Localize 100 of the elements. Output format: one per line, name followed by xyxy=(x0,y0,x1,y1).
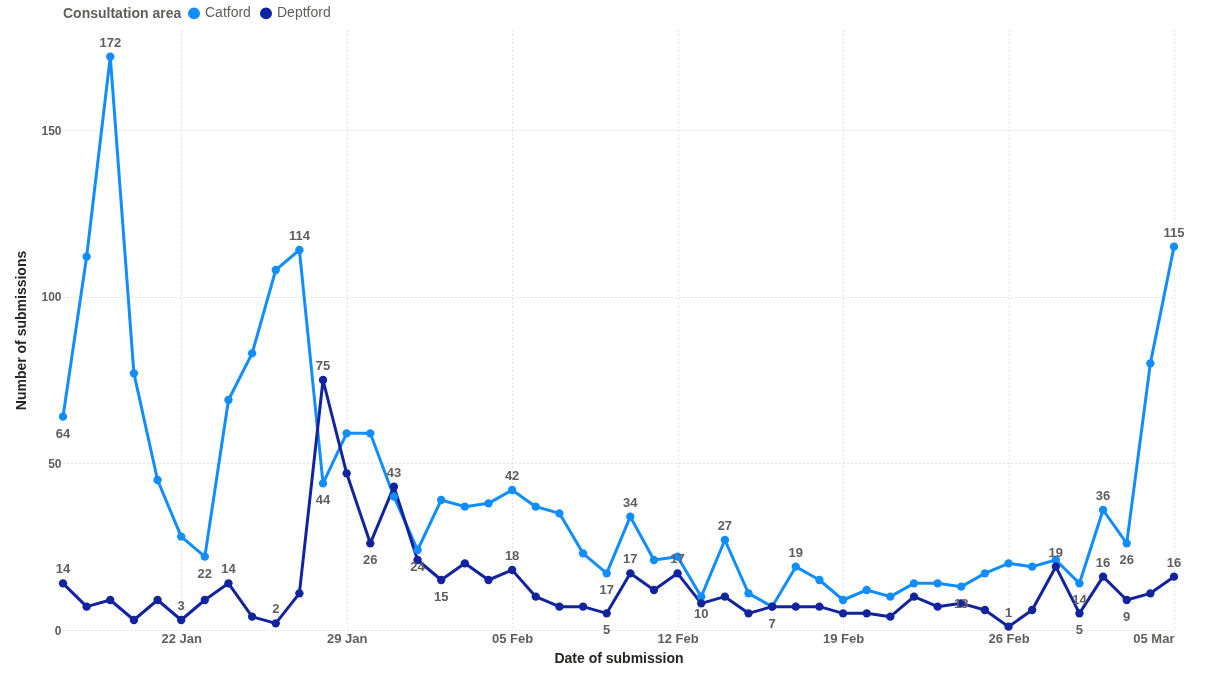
point xyxy=(1122,595,1131,605)
data-label: 16 xyxy=(1095,554,1111,570)
data-label: 18 xyxy=(504,548,520,563)
data-label: 14 xyxy=(55,561,71,577)
point xyxy=(437,575,446,585)
point xyxy=(1027,605,1037,615)
data-label: 36 xyxy=(1095,488,1111,503)
point xyxy=(366,539,375,548)
x-tick-label: 05 Mar xyxy=(1133,630,1175,646)
x-axis-title: Date of submission xyxy=(554,649,684,666)
point xyxy=(58,579,68,588)
data-label: 15 xyxy=(433,589,449,604)
data-label: 3 xyxy=(177,598,185,613)
point xyxy=(460,559,470,568)
point xyxy=(129,615,139,625)
data-label: 44 xyxy=(315,492,332,508)
point xyxy=(389,482,399,491)
point xyxy=(744,589,753,598)
data-label: 42 xyxy=(504,468,520,483)
point xyxy=(1098,572,1108,581)
point xyxy=(980,569,990,578)
point xyxy=(720,592,730,601)
data-label: 2 xyxy=(272,601,280,617)
point xyxy=(1122,539,1131,548)
point xyxy=(58,412,68,421)
x-tick-label: 05 Feb xyxy=(492,630,534,646)
x-tick-label: 19 Feb xyxy=(822,630,865,646)
point xyxy=(649,555,659,565)
point xyxy=(1004,559,1013,568)
point xyxy=(1169,572,1179,581)
point xyxy=(933,579,942,588)
point xyxy=(153,475,162,485)
data-label: 5 xyxy=(1075,622,1084,638)
y-tick-label: 0 xyxy=(54,623,62,638)
point xyxy=(720,535,730,545)
point xyxy=(224,579,233,588)
x-tick-label: 26 Feb xyxy=(988,630,1030,646)
y-tick-label: 150 xyxy=(41,123,62,138)
point xyxy=(1146,589,1155,598)
point xyxy=(82,602,91,611)
point xyxy=(1075,579,1084,588)
data-label: 10 xyxy=(694,605,709,621)
point xyxy=(318,479,328,488)
point xyxy=(389,492,399,501)
point xyxy=(791,602,800,611)
point xyxy=(933,602,942,611)
point xyxy=(200,595,210,605)
point xyxy=(626,569,635,578)
point xyxy=(815,602,824,611)
y-tick-label: 50 xyxy=(48,456,62,471)
point xyxy=(1169,242,1179,251)
point xyxy=(838,595,848,605)
point xyxy=(909,579,919,588)
point xyxy=(271,265,280,275)
point xyxy=(957,582,966,591)
point xyxy=(673,569,682,578)
point xyxy=(1051,562,1060,571)
point xyxy=(342,469,351,478)
point xyxy=(484,575,493,585)
x-tick-label: 29 Jan xyxy=(326,630,368,646)
point xyxy=(1027,562,1037,571)
data-label: 22 xyxy=(197,565,213,581)
y-tick-label: 100 xyxy=(41,290,62,305)
point xyxy=(1075,609,1084,618)
point xyxy=(555,602,564,611)
point xyxy=(177,615,186,625)
point xyxy=(791,562,800,571)
point xyxy=(531,502,540,511)
point xyxy=(82,252,91,261)
data-label: 114 xyxy=(288,228,311,243)
data-label: 19 xyxy=(788,544,804,560)
point xyxy=(271,619,280,628)
x-tick-label: 12 Feb xyxy=(657,630,699,646)
y-axis-title: Number of submissions xyxy=(13,250,30,411)
point xyxy=(460,502,470,511)
point xyxy=(578,549,588,558)
point xyxy=(200,552,210,561)
point xyxy=(247,612,257,621)
point xyxy=(909,592,919,601)
point xyxy=(1098,505,1108,515)
point xyxy=(153,595,162,605)
point xyxy=(295,245,304,255)
data-label: 43 xyxy=(386,464,402,480)
point xyxy=(1146,359,1155,368)
data-label: 16 xyxy=(1166,554,1182,570)
data-label: 19 xyxy=(1048,544,1064,560)
point xyxy=(437,495,446,505)
point xyxy=(815,575,824,585)
data-label: 26 xyxy=(1119,552,1134,568)
point xyxy=(106,595,115,605)
point xyxy=(129,369,139,378)
point xyxy=(295,589,304,598)
point xyxy=(578,602,588,611)
data-label: 7 xyxy=(768,615,776,631)
point xyxy=(886,592,895,601)
data-label: 9 xyxy=(1123,609,1131,624)
data-label: 17 xyxy=(599,582,614,598)
data-label: 34 xyxy=(623,494,639,510)
point xyxy=(342,429,351,438)
point xyxy=(838,609,848,618)
